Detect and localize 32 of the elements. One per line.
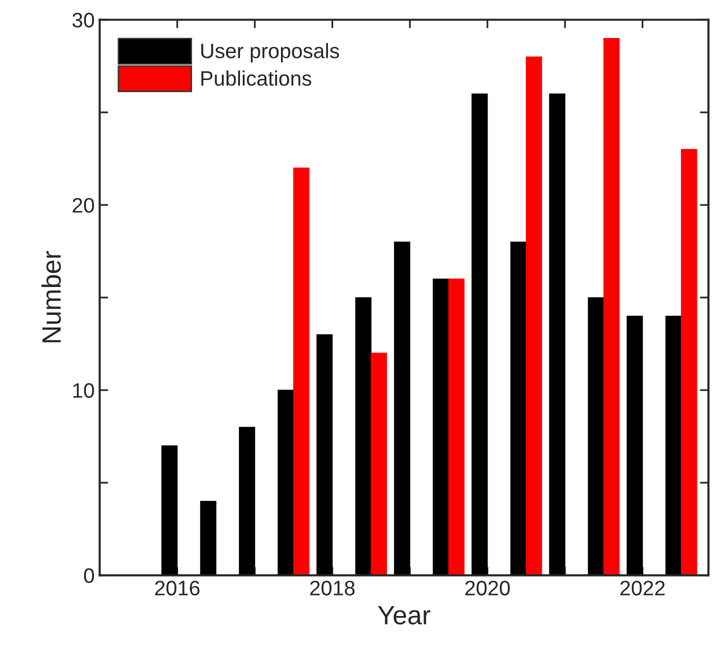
bar [549, 93, 566, 576]
bar [472, 93, 488, 576]
bar [510, 242, 527, 576]
x-tick-label: 2022 [620, 580, 665, 596]
bar [355, 297, 372, 576]
bar [680, 149, 698, 576]
y-tick-label: 30 [72, 12, 94, 28]
y-tick-label: 10 [73, 383, 94, 398]
bar [316, 334, 333, 576]
bar [665, 316, 682, 576]
bar [293, 168, 310, 576]
y-tick-label: 20 [72, 198, 94, 213]
x-axis-title: Year [378, 606, 430, 625]
x-tick-label: 2020 [465, 580, 510, 596]
bar [200, 500, 216, 576]
bar [526, 56, 542, 576]
x-tick-label: 2016 [155, 580, 200, 596]
bar [626, 316, 643, 576]
x-tick-label: 2018 [310, 580, 355, 596]
bar [603, 38, 620, 576]
bar [278, 390, 294, 576]
bar [238, 426, 256, 576]
bar [448, 278, 465, 576]
bar [161, 445, 178, 576]
y-tick-label: 0 [84, 568, 94, 584]
bar [588, 297, 604, 576]
bar [370, 352, 387, 576]
legend-label: User proposals [201, 43, 340, 62]
y-axis-title: Number [41, 251, 61, 342]
bar [394, 242, 410, 576]
legend-label: Publications [201, 70, 312, 86]
bar [432, 278, 449, 576]
